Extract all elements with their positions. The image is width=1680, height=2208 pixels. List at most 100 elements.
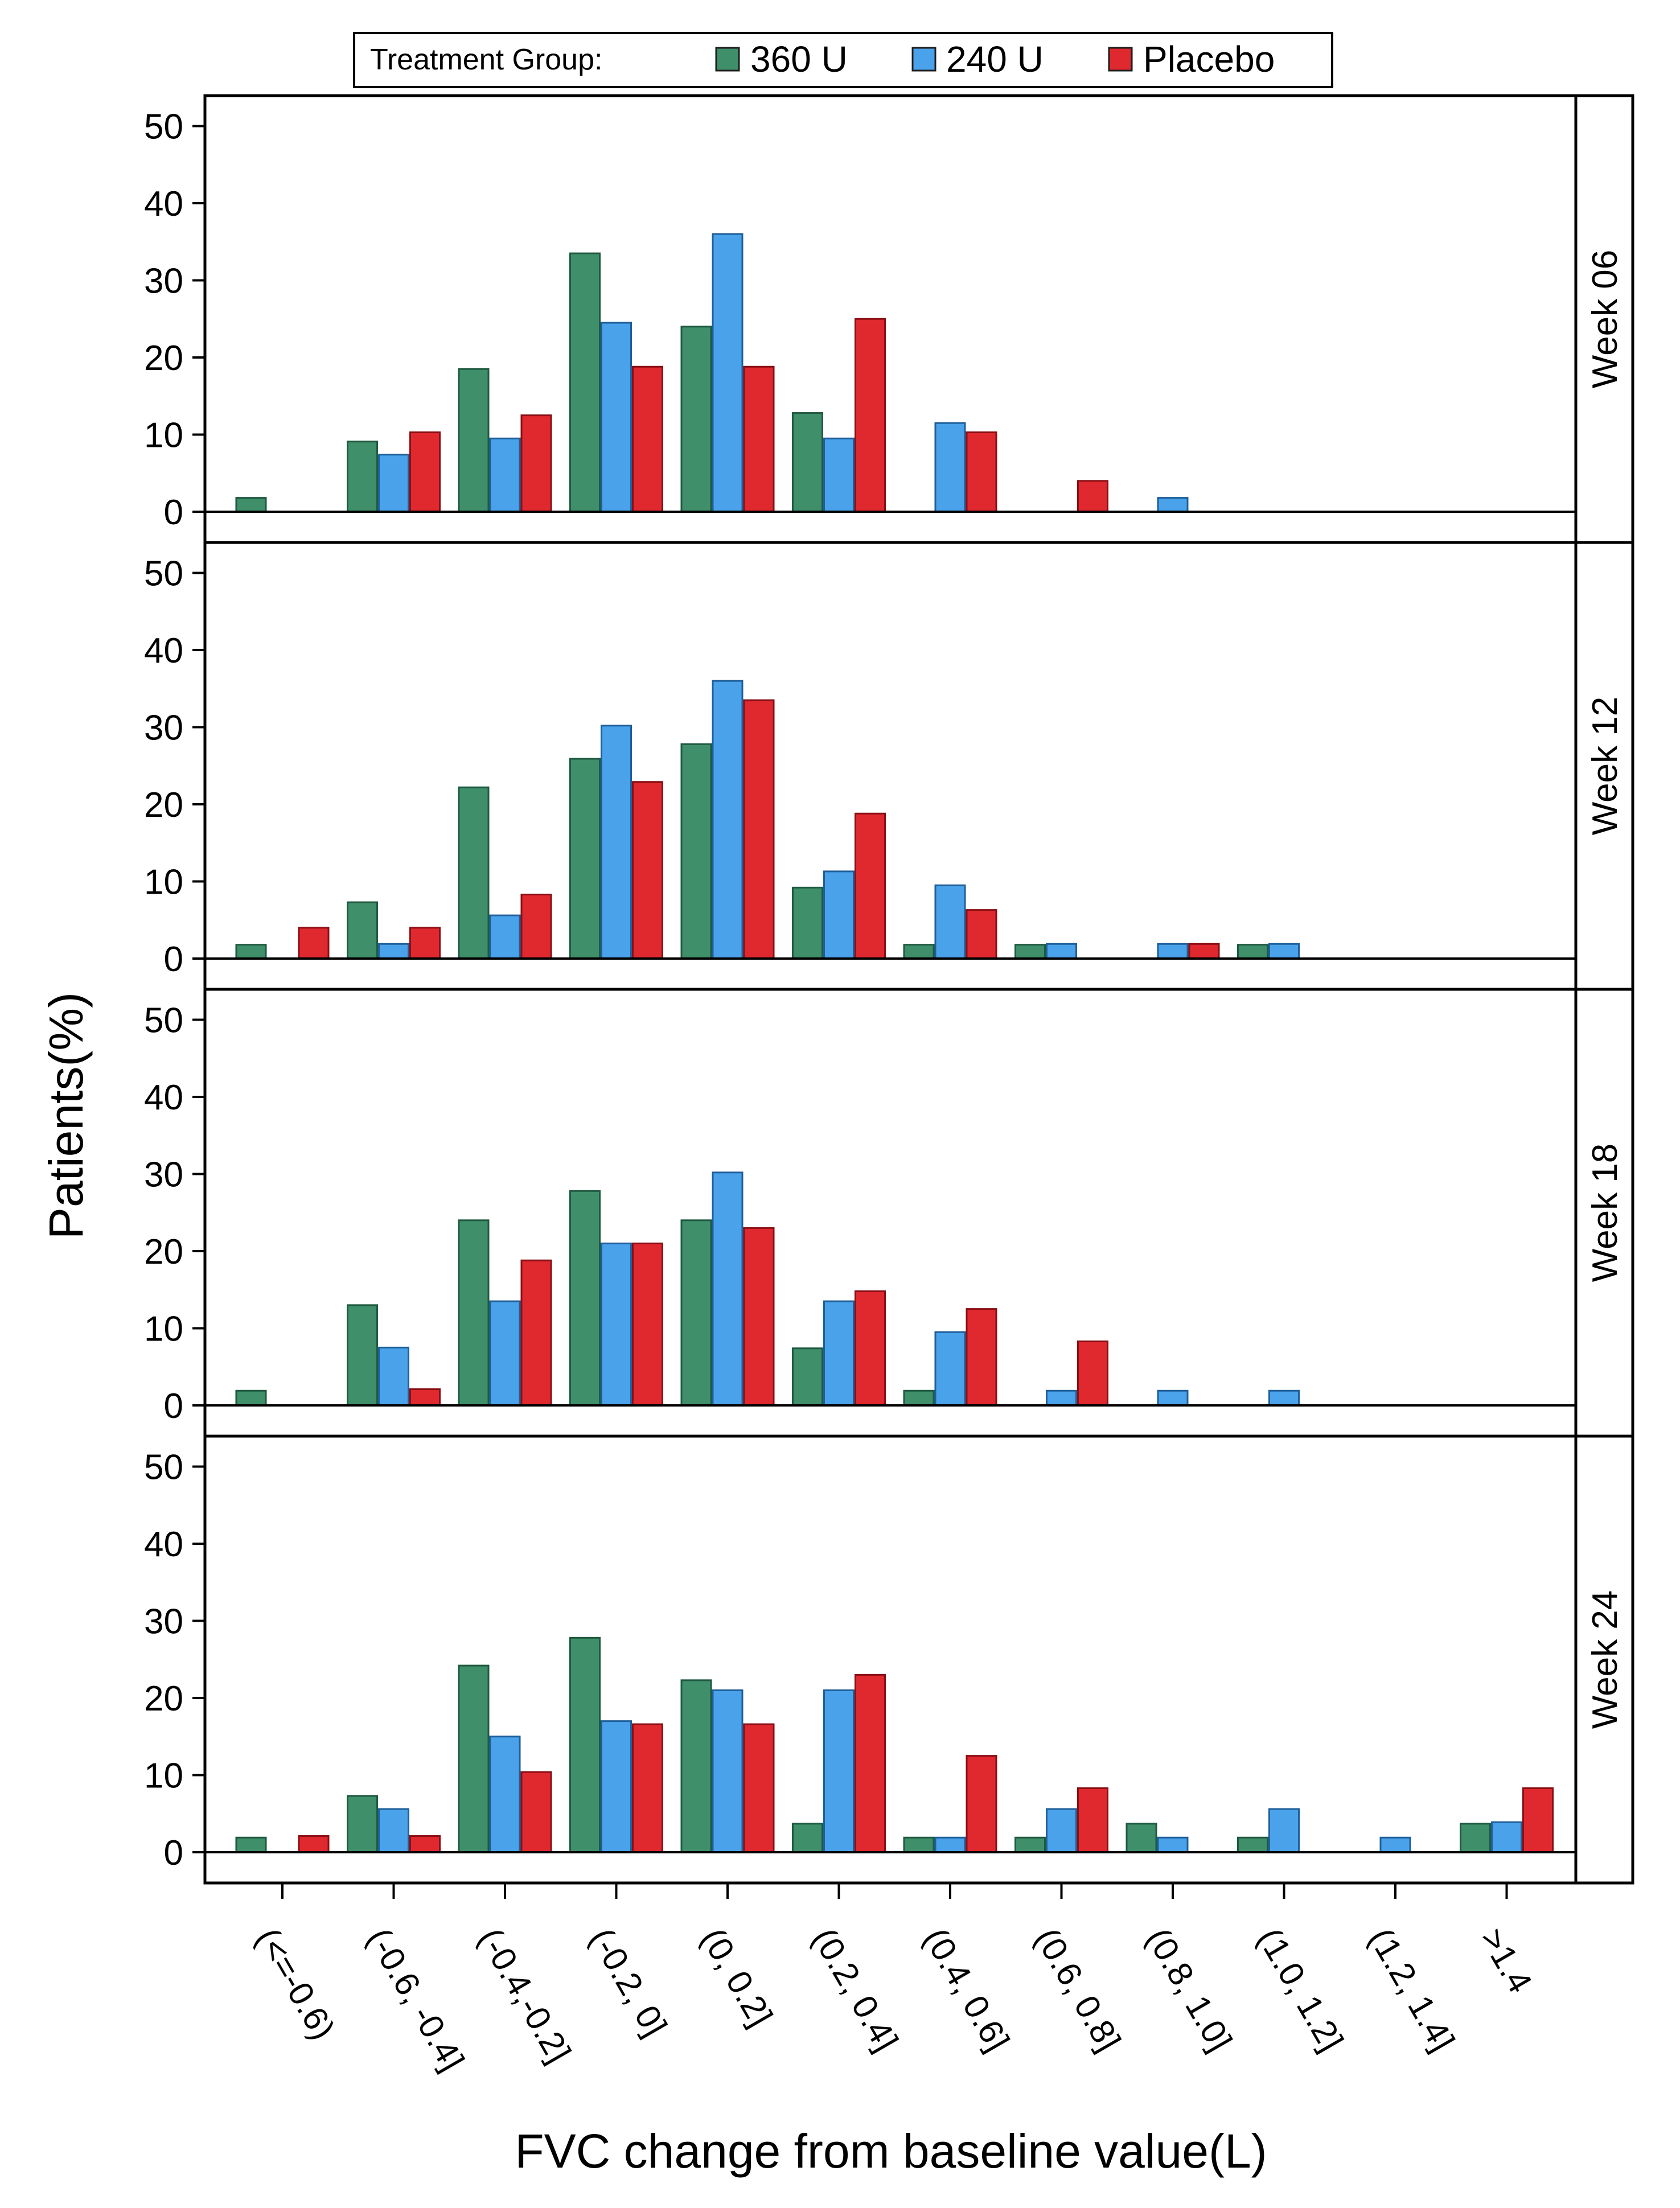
legend-item-360u: 360 U bbox=[715, 39, 848, 80]
bar-week-12-placebo-1 bbox=[409, 927, 441, 960]
bar-week-18-240-u-7 bbox=[1046, 1389, 1077, 1407]
bar-week-06-240-u-5 bbox=[823, 437, 855, 513]
bar-week-24-240-u-8 bbox=[1157, 1836, 1189, 1853]
bar-week-18-placebo-4 bbox=[743, 1227, 775, 1407]
bar-week-06-360-u-2 bbox=[458, 368, 490, 513]
bar-week-06-240-u-3 bbox=[601, 322, 632, 513]
bar-week-06-240-u-6 bbox=[934, 422, 966, 513]
bar-week-24-360-u-6 bbox=[903, 1836, 935, 1853]
y-tick-label: 50 bbox=[144, 1448, 183, 1487]
bar-week-24-placebo-5 bbox=[855, 1674, 886, 1853]
bar-week-12-360-u-5 bbox=[792, 886, 823, 960]
bar-week-24-placebo-1 bbox=[409, 1835, 441, 1853]
legend-label-360u: 360 U bbox=[750, 39, 848, 80]
legend: Treatment Group: 360 U 240 U Placebo bbox=[353, 32, 1333, 88]
bar-week-12-placebo-2 bbox=[520, 894, 552, 960]
bar-week-18-placebo-1 bbox=[409, 1388, 441, 1407]
x-tick-label-9: (1.0, 1.2] bbox=[1250, 1922, 1350, 2058]
bar-week-12-placebo-6 bbox=[966, 909, 997, 960]
panel-week-06: Week 06 0 10 20 30 40 50 bbox=[144, 94, 1634, 544]
bar-week-24-240-u-5 bbox=[823, 1689, 855, 1853]
panel-label-week-12: Week 12 bbox=[1585, 697, 1625, 836]
y-tick-label: 0 bbox=[164, 1833, 183, 1873]
bar-week-06-placebo-7 bbox=[1077, 480, 1108, 513]
panel-label-week-06: Week 06 bbox=[1585, 250, 1625, 389]
bar-week-12-240-u-5 bbox=[823, 870, 855, 960]
bar-week-06-placebo-6 bbox=[966, 431, 997, 513]
bar-week-12-placebo-8 bbox=[1188, 943, 1220, 960]
bar-week-24-240-u-6 bbox=[934, 1836, 966, 1853]
x-tick-label-7: (0.6, 0.8] bbox=[1028, 1922, 1128, 2058]
bar-week-12-360-u-0 bbox=[235, 944, 267, 960]
legend-item-240u: 240 U bbox=[911, 39, 1044, 80]
bar-week-12-240-u-2 bbox=[489, 914, 521, 960]
bar-week-18-placebo-6 bbox=[966, 1308, 997, 1407]
bar-week-06-placebo-1 bbox=[409, 431, 441, 513]
bar-week-06-360-u-4 bbox=[680, 326, 712, 513]
bar-week-18-240-u-9 bbox=[1268, 1389, 1300, 1407]
bar-week-12-placebo-4 bbox=[743, 699, 775, 960]
legend-box bbox=[353, 32, 1333, 88]
bar-week-06-360-u-3 bbox=[569, 252, 601, 513]
bar-week-12-360-u-2 bbox=[458, 786, 490, 960]
bar-week-18-360-u-6 bbox=[903, 1389, 935, 1407]
y-tick-label: 20 bbox=[144, 786, 183, 825]
panel-frame bbox=[203, 988, 1634, 1438]
bar-week-24-placebo-3 bbox=[632, 1723, 663, 1853]
bar-week-24-240-u-9 bbox=[1268, 1808, 1300, 1853]
bar-week-24-360-u-11 bbox=[1460, 1823, 1491, 1853]
x-axis-title: FVC change from baseline value(L) bbox=[515, 2124, 1267, 2178]
y-tick-label: 50 bbox=[144, 1001, 183, 1041]
y-tick-label: 20 bbox=[144, 1232, 183, 1272]
bar-week-24-placebo-6 bbox=[966, 1755, 997, 1853]
bar-week-18-360-u-3 bbox=[569, 1190, 601, 1407]
bar-week-18-240-u-1 bbox=[378, 1346, 409, 1407]
y-tick-label: 30 bbox=[144, 709, 183, 748]
legend-label-placebo: Placebo bbox=[1143, 39, 1275, 80]
bar-week-12-240-u-9 bbox=[1268, 943, 1300, 960]
bar-week-06-placebo-2 bbox=[520, 414, 552, 513]
panel-frame bbox=[203, 1434, 1634, 1885]
panel-label-week-18: Week 18 bbox=[1585, 1144, 1625, 1282]
panel-week-24: Week 24 0 10 20 30 40 50 bbox=[144, 1434, 1634, 1885]
bar-week-06-placebo-5 bbox=[855, 318, 886, 513]
legend-swatch-240u bbox=[911, 47, 936, 72]
bar-week-24-240-u-3 bbox=[601, 1720, 632, 1853]
bar-week-18-240-u-4 bbox=[712, 1171, 744, 1407]
bar-week-06-360-u-5 bbox=[792, 412, 823, 513]
y-tick-label: 0 bbox=[164, 1387, 183, 1426]
bar-week-24-placebo-0 bbox=[298, 1835, 330, 1853]
legend-label-240u: 240 U bbox=[946, 39, 1044, 80]
x-tick-label-11: >1.4 bbox=[1473, 1922, 1539, 1999]
legend-swatch-360u bbox=[715, 47, 740, 72]
y-tick-label: 0 bbox=[164, 493, 183, 532]
y-axis-title: Patients(%) bbox=[39, 992, 93, 1239]
bar-week-12-360-u-9 bbox=[1237, 944, 1268, 960]
y-tick-label: 10 bbox=[144, 863, 183, 902]
y-tick-label: 20 bbox=[144, 1679, 183, 1718]
bar-week-18-360-u-2 bbox=[458, 1219, 490, 1407]
x-tick-label-4: (0, 0.2] bbox=[694, 1922, 780, 2033]
bar-week-12-240-u-3 bbox=[601, 725, 632, 960]
y-tick-label: 40 bbox=[144, 1078, 183, 1117]
bar-week-24-placebo-4 bbox=[743, 1723, 775, 1853]
bar-week-18-placebo-7 bbox=[1077, 1341, 1108, 1407]
bar-week-18-240-u-3 bbox=[601, 1242, 632, 1407]
y-tick-label: 50 bbox=[144, 554, 183, 594]
y-tick-label: 0 bbox=[164, 940, 183, 979]
bar-week-24-360-u-5 bbox=[792, 1823, 823, 1853]
bar-week-12-360-u-1 bbox=[347, 901, 378, 960]
bar-week-12-240-u-1 bbox=[378, 943, 409, 960]
bars bbox=[235, 1637, 1554, 1853]
bar-week-06-240-u-1 bbox=[378, 454, 409, 513]
bar-week-06-360-u-1 bbox=[347, 441, 378, 513]
bar-week-06-360-u-0 bbox=[235, 497, 267, 513]
legend-item-placebo: Placebo bbox=[1108, 39, 1275, 80]
bar-week-18-240-u-5 bbox=[823, 1300, 855, 1407]
bar-week-24-360-u-9 bbox=[1237, 1836, 1268, 1853]
bar-week-12-240-u-7 bbox=[1046, 943, 1077, 960]
bar-week-24-360-u-2 bbox=[458, 1664, 490, 1853]
bar-week-12-240-u-6 bbox=[934, 884, 966, 960]
